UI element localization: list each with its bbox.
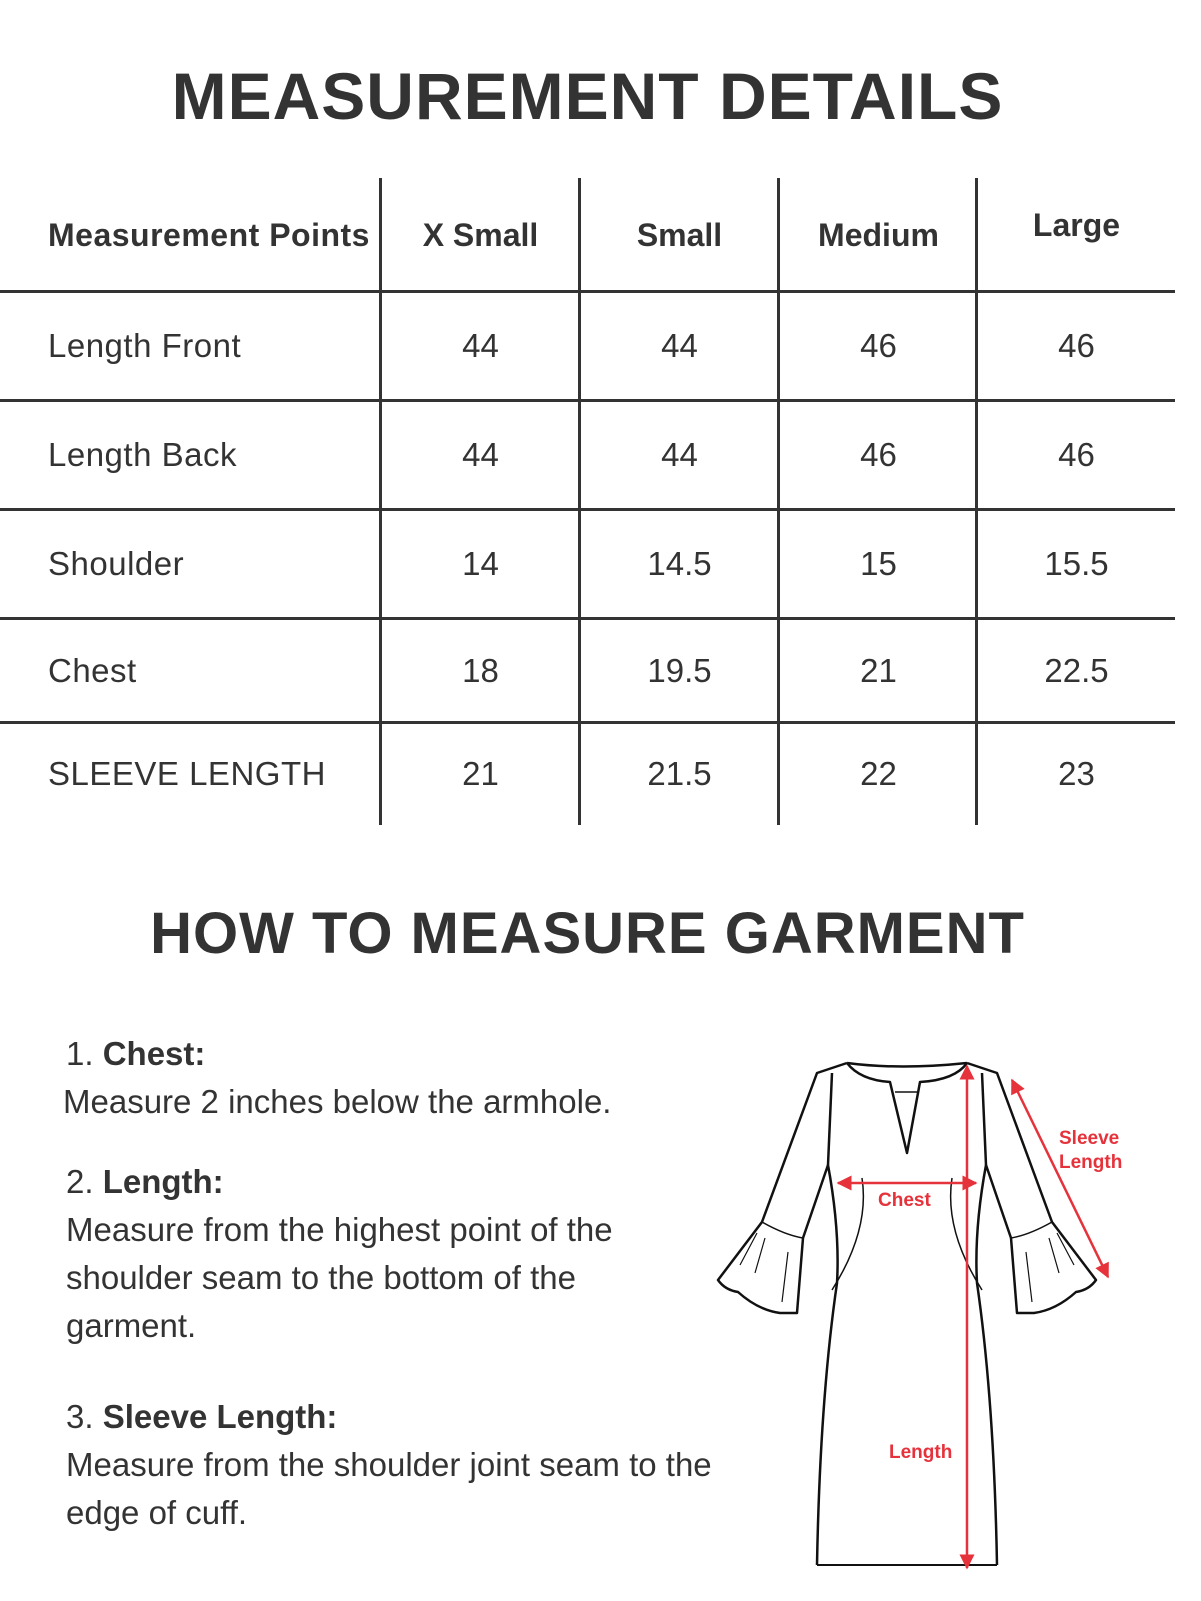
table-cell: 44 (462, 327, 499, 364)
instruction-chest: 1. Chest: Measure 2 inches below the arm… (63, 1030, 612, 1126)
column-divider (975, 178, 978, 825)
table-cell: 46 (1058, 436, 1095, 473)
table-cell: 14.5 (647, 545, 712, 582)
section-title: HOW TO MEASURE GARMENT (150, 901, 1025, 966)
row-label: Shoulder (48, 545, 185, 582)
header-size: Medium (818, 216, 939, 253)
column-divider (379, 178, 382, 825)
table-cell: 21.5 (647, 755, 712, 792)
table-cell: 15.5 (1044, 545, 1109, 582)
instruction-length: 2. Length: Measure from the highest poin… (66, 1158, 676, 1350)
page-title: MEASUREMENT DETAILS (171, 59, 1004, 133)
sleeve-length-label: Sleeve (1059, 1128, 1119, 1149)
table-cell: 19.5 (647, 651, 712, 689)
instruction-sleeve-length: 3. Sleeve Length: Measure from the shoul… (66, 1393, 736, 1537)
column-divider (578, 178, 581, 825)
row-label: Chest (48, 651, 137, 689)
table-cell: 22.5 (1044, 651, 1109, 689)
table-cell: 44 (462, 436, 499, 473)
table-cell: 15 (860, 545, 897, 582)
step-number: 3. (66, 1398, 94, 1435)
table-cell: 44 (661, 327, 698, 364)
table-cell: 46 (1058, 327, 1095, 364)
sleeve-length-label: Length (1059, 1152, 1122, 1173)
step-number: 1. (66, 1035, 94, 1072)
row-label: Length Front (48, 327, 242, 364)
table-cell: 21 (860, 651, 897, 689)
table-cell: 14 (462, 545, 499, 582)
table-cell: 46 (860, 327, 897, 364)
table-cell: 22 (860, 755, 897, 792)
step-name: Chest: (102, 1035, 206, 1072)
measurement-arrows (836, 1064, 1110, 1570)
row-label: Length Back (48, 436, 237, 473)
row-label: SLEEVE LENGTH (48, 755, 326, 792)
header-size: Small (636, 216, 723, 253)
table-cell: 18 (462, 651, 499, 689)
table-cell: 46 (860, 436, 897, 473)
step-name: Length: (102, 1163, 224, 1200)
row-divider (0, 721, 1175, 724)
row-divider (0, 290, 1175, 293)
step-number: 2. (66, 1163, 94, 1200)
row-divider (0, 617, 1175, 620)
length-label: Length (889, 1442, 952, 1463)
step-text: Measure from the shoulder joint seam to … (66, 1446, 712, 1531)
table-cell: 21 (462, 755, 499, 792)
row-divider (0, 508, 1175, 511)
table-cell: 23 (1058, 755, 1095, 792)
step-text: Measure 2 inches below the armhole. (63, 1083, 612, 1120)
table-cell: 44 (661, 436, 698, 473)
header-size: Large (1032, 206, 1121, 243)
column-divider (777, 178, 780, 825)
row-divider (0, 399, 1175, 402)
header-size: X Small (422, 216, 539, 253)
sleeve-length-arrow (1010, 1078, 1110, 1279)
header-measurement-points: Measurement Points (48, 216, 370, 253)
chest-label: Chest (878, 1190, 931, 1211)
step-name: Sleeve Length: (102, 1398, 338, 1435)
step-text: Measure from the highest point of the sh… (66, 1211, 613, 1344)
